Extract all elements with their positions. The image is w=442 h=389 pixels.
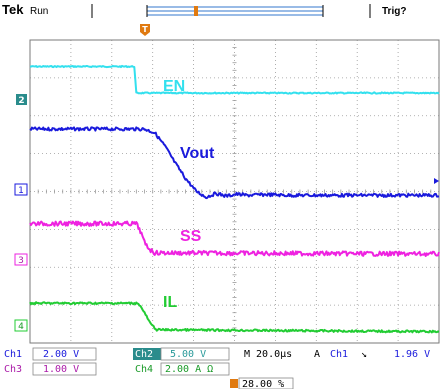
trigger-level: 1.96 V xyxy=(394,349,430,360)
il-trace-label: IL xyxy=(163,294,177,311)
ch3-ground-marker: 3 xyxy=(15,254,27,266)
ch4-label: Ch4 xyxy=(135,364,153,375)
ch1-scale: 2.00 V xyxy=(43,349,79,360)
en-trace-label: EN xyxy=(163,78,185,95)
trigger-slope-icon: ↘ xyxy=(361,349,367,360)
trigger-status: Trig? xyxy=(382,6,406,17)
trace-vout xyxy=(30,127,439,198)
ch4-ground-marker: 4 xyxy=(15,320,27,332)
ss-trace-label: SS xyxy=(180,228,202,245)
trigger-position-marker: T xyxy=(140,24,150,36)
timebase: M 20.0µs xyxy=(244,349,292,360)
ch1-ground-marker: 1 xyxy=(15,184,27,196)
ch2-ground-marker: 2 xyxy=(16,94,27,106)
run-status: Run xyxy=(30,6,48,17)
ch4-marker-label: 4 xyxy=(18,322,24,332)
channel-readout: Ch1 2.00 V Ch2 5.00 V M 20.0µs A Ch1 ↘ 1… xyxy=(4,348,430,389)
ch3-scale: 1.00 V xyxy=(43,364,79,375)
status-bar: Tek Run Trig? xyxy=(2,2,406,18)
vout-trace-label: Vout xyxy=(180,145,215,162)
ch1-label: Ch1 xyxy=(4,349,22,360)
trigger-mode: A xyxy=(314,349,320,360)
record-position-marker xyxy=(194,6,198,16)
ch2-scale: 5.00 V xyxy=(170,349,206,360)
brand-label: Tek xyxy=(2,2,24,17)
ch3-label: Ch3 xyxy=(4,364,22,375)
ch2-marker-label: 2 xyxy=(18,96,24,106)
ch1-trigger-level-marker xyxy=(434,178,439,184)
trigger-source: Ch1 xyxy=(330,349,348,360)
ch3-marker-label: 3 xyxy=(18,256,24,266)
trigger-position: 28.00 % xyxy=(242,379,284,389)
ch2-label: Ch2 xyxy=(135,349,153,360)
graticule xyxy=(30,40,439,343)
ch1-marker-label: 1 xyxy=(18,186,24,196)
trace-ss xyxy=(30,222,439,257)
trigger-position-icon xyxy=(230,379,238,388)
ch4-scale: 2.00 A Ω xyxy=(165,364,213,375)
trigger-marker-letter: T xyxy=(142,25,148,34)
